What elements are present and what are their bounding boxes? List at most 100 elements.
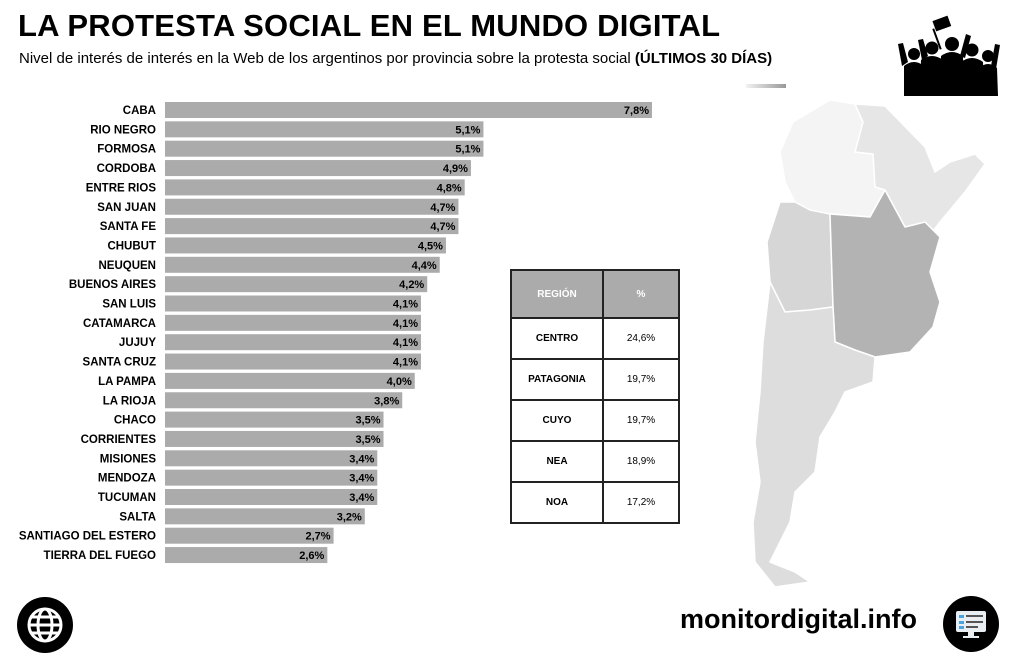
- category-label: CABA: [123, 105, 156, 117]
- bar: [165, 295, 421, 312]
- table-row: NOA 17,2%: [510, 481, 680, 524]
- value-label: 3,2%: [337, 511, 362, 523]
- province-bar-chart: CABA 7,8% RIO NEGRO 5,1% FORMOSA 5,1% CORDOBA 4…: [19, 102, 652, 564]
- value-label: 4,7%: [430, 202, 455, 214]
- bar: [165, 527, 334, 544]
- value-label: 4,7%: [430, 221, 455, 233]
- category-label: ENTRE RIOS: [86, 182, 157, 194]
- argentina-map: [752, 99, 986, 588]
- value-label: 4,5%: [418, 240, 443, 252]
- bar: [165, 198, 459, 215]
- category-label: JUJUY: [119, 337, 156, 349]
- map-region-patagonia: [752, 281, 876, 588]
- map-region-nea: [854, 103, 986, 243]
- category-label: SANTA FE: [100, 221, 157, 233]
- category-label: NEUQUEN: [98, 260, 156, 272]
- category-label: CORDOBA: [97, 163, 156, 175]
- bar: [165, 121, 484, 138]
- value-label: 4,1%: [393, 357, 418, 369]
- bar: [165, 140, 484, 157]
- category-label: TUCUMAN: [98, 492, 156, 504]
- region-value: 24,6%: [602, 317, 680, 360]
- value-label: 3,4%: [349, 473, 374, 485]
- category-label: BUENOS AIRES: [69, 279, 156, 291]
- bar: [165, 392, 403, 409]
- globe-icon: [17, 597, 73, 653]
- value-label: 4,1%: [393, 299, 418, 311]
- value-label: 4,1%: [393, 337, 418, 349]
- value-label: 4,9%: [443, 163, 468, 175]
- percent-header: %: [602, 269, 680, 319]
- region-value: 18,9%: [602, 440, 680, 483]
- bar: [165, 372, 415, 389]
- category-label: FORMOSA: [97, 144, 156, 156]
- bar: [165, 547, 328, 564]
- value-label: 7,8%: [624, 105, 649, 117]
- category-label: SAN JUAN: [97, 202, 156, 214]
- table-row: NEA 18,9%: [510, 440, 680, 483]
- value-label: 2,7%: [305, 531, 330, 543]
- region-value: 19,7%: [602, 399, 680, 442]
- bar: [165, 276, 428, 293]
- subtitle-period: (ÚLTIMOS 30 DÍAS): [634, 50, 773, 67]
- table-row: CENTRO 24,6%: [510, 317, 680, 360]
- bar: [165, 218, 459, 235]
- category-label: CATAMARCA: [83, 318, 156, 330]
- region-name: CUYO: [510, 399, 604, 442]
- value-label: 3,5%: [355, 434, 380, 446]
- chart-title: LA PROTESTA SOCIAL EN EL MUNDO DIGITAL: [18, 8, 721, 43]
- bar: [165, 450, 378, 467]
- bar: [165, 334, 421, 351]
- region-name: PATAGONIA: [510, 358, 604, 401]
- map-legend-scale: [746, 84, 786, 88]
- table-row: PATAGONIA 19,7%: [510, 358, 680, 401]
- region-value: 17,2%: [602, 481, 680, 524]
- bar: [165, 411, 384, 428]
- bar: [165, 469, 378, 486]
- bar: [165, 314, 421, 331]
- value-label: 2,6%: [299, 550, 324, 562]
- table-row: CUYO 19,7%: [510, 399, 680, 442]
- brand-name: monitordigital.info: [680, 604, 917, 634]
- bar: [165, 430, 384, 447]
- category-label: LA RIOJA: [103, 395, 156, 407]
- value-label: 3,5%: [355, 415, 380, 427]
- category-label: CHUBUT: [107, 240, 156, 252]
- category-label: RIO NEGRO: [90, 124, 156, 136]
- bar: [165, 160, 471, 177]
- bar: [165, 353, 421, 370]
- category-label: SANTA CRUZ: [83, 357, 156, 369]
- value-label: 3,4%: [349, 492, 374, 504]
- bar: [165, 489, 378, 505]
- region-table-header: REGIÓN %: [510, 269, 680, 319]
- monitor-icon: [943, 596, 999, 652]
- category-label: LA PAMPA: [98, 376, 156, 388]
- protest-crowd-icon: [898, 15, 1000, 96]
- category-label: SANTIAGO DEL ESTERO: [19, 531, 156, 543]
- category-label: TIERRA DEL FUEGO: [44, 550, 157, 562]
- category-label: MENDOZA: [98, 473, 156, 485]
- value-label: 4,0%: [387, 376, 412, 388]
- bar: [165, 179, 465, 196]
- region-header: REGIÓN: [510, 269, 604, 319]
- category-label: CORRIENTES: [81, 434, 157, 446]
- bar: [165, 237, 446, 254]
- category-label: CHACO: [114, 415, 156, 427]
- value-label: 4,4%: [412, 260, 437, 272]
- category-label: SALTA: [119, 511, 156, 523]
- region-value: 19,7%: [602, 358, 680, 401]
- category-label: MISIONES: [100, 453, 157, 465]
- value-label: 4,8%: [437, 182, 462, 194]
- value-label: 4,2%: [399, 279, 424, 291]
- value-label: 3,8%: [374, 395, 399, 407]
- value-label: 5,1%: [455, 124, 480, 136]
- subtitle-text: Nivel de interés de interés en la Web de…: [19, 50, 631, 67]
- region-name: NOA: [510, 481, 604, 524]
- region-table: REGIÓN % CENTRO 24,6% PATAGONIA 19,7% CU…: [510, 269, 680, 524]
- bar: [165, 102, 652, 118]
- bar: [165, 256, 440, 273]
- bar: [165, 508, 365, 525]
- value-label: 4,1%: [393, 318, 418, 330]
- value-label: 3,4%: [349, 453, 374, 465]
- region-name: NEA: [510, 440, 604, 483]
